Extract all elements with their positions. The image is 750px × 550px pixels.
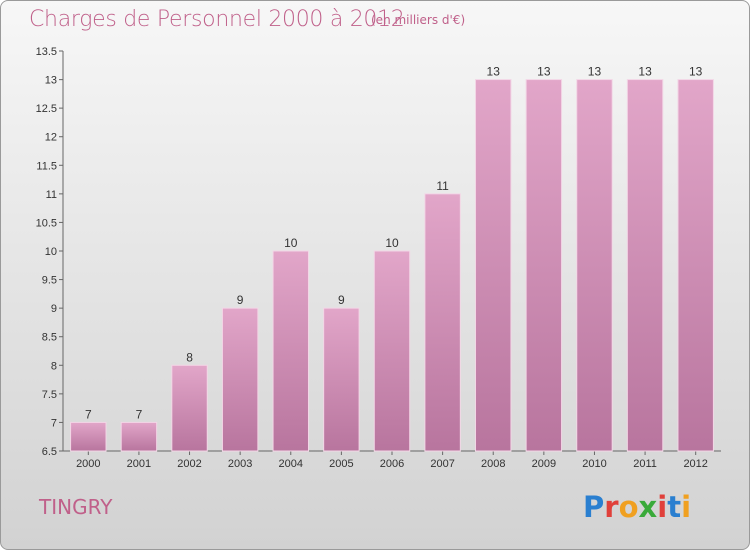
x-tick-label-2008: 2008 (481, 458, 505, 470)
bar-2000 (70, 421, 107, 452)
y-tick-label: 10.5 (36, 217, 57, 229)
x-tick-label-2005: 2005 (329, 458, 353, 470)
data-label-2010: 13 (588, 65, 602, 79)
x-tick-label-2007: 2007 (430, 458, 454, 470)
data-label-2002: 8 (186, 350, 193, 364)
bar-2009 (525, 79, 563, 452)
logo-letter: x (638, 490, 658, 524)
x-tick-label-2000: 2000 (76, 458, 100, 470)
bar-2001 (120, 421, 158, 452)
x-tick-label-2010: 2010 (582, 458, 606, 470)
bar-2002 (171, 364, 208, 452)
y-tick-label: 6.5 (42, 446, 57, 458)
y-tick-label: 13 (45, 75, 57, 87)
y-tick-label: 9.5 (42, 275, 57, 287)
data-label-2008: 13 (487, 65, 501, 79)
bar-2012 (677, 79, 714, 452)
proxiti-logo: Proxiti (583, 490, 691, 524)
x-tick-label-2001: 2001 (127, 458, 151, 470)
x-tick-label-2002: 2002 (177, 458, 201, 470)
y-tick-label: 8.5 (42, 332, 57, 344)
y-tick-label: 12.5 (36, 103, 57, 115)
bar-2005 (323, 307, 360, 452)
logo-letter: t (667, 490, 682, 524)
data-label-2005: 9 (338, 293, 345, 307)
data-label-2006: 10 (385, 236, 399, 250)
logo-letter: r (604, 490, 619, 524)
y-tick-label: 13.5 (36, 46, 57, 58)
data-label-2000: 7 (85, 407, 92, 421)
logo-letter: i (681, 490, 692, 524)
y-tick-label: 7 (51, 417, 57, 429)
y-tick-label: 11.5 (36, 160, 57, 172)
bar-2006 (373, 250, 411, 452)
bar-2008 (475, 79, 512, 452)
x-tick-label-2004: 2004 (279, 458, 303, 470)
data-label-2012: 13 (689, 65, 703, 79)
x-tick-label-2012: 2012 (683, 458, 707, 470)
bar-2011 (626, 79, 664, 452)
commune-name: TINGRY (39, 495, 113, 519)
y-tick-label: 8 (51, 360, 57, 372)
chart-title: Charges de Personnel 2000 à 2012 (29, 7, 405, 32)
data-label-2001: 7 (136, 407, 143, 421)
data-label-2007: 11 (436, 179, 449, 193)
y-tick-label: 11 (46, 189, 57, 201)
x-tick-label-2003: 2003 (228, 458, 252, 470)
x-tick-label-2009: 2009 (532, 458, 556, 470)
bar-2007 (424, 193, 461, 452)
logo-letter: i (657, 490, 668, 524)
y-tick-label: 7.5 (42, 389, 57, 401)
bar-2010 (576, 79, 613, 452)
data-label-2011: 13 (638, 65, 652, 79)
bar-2003 (221, 307, 259, 452)
chart-subtitle: (en milliers d'€) (371, 13, 466, 27)
data-label-2003: 9 (237, 293, 244, 307)
bar-2004 (272, 250, 309, 452)
data-label-2009: 13 (537, 65, 551, 79)
x-tick-label-2006: 2006 (380, 458, 404, 470)
logo-letter: o (618, 490, 639, 524)
y-tick-label: 10 (45, 246, 57, 258)
logo-letter: P (583, 490, 605, 524)
data-label-2004: 10 (284, 236, 298, 250)
y-tick-label: 12 (45, 132, 57, 144)
x-tick-label-2011: 2011 (633, 458, 657, 470)
y-tick-label: 9 (51, 303, 57, 315)
